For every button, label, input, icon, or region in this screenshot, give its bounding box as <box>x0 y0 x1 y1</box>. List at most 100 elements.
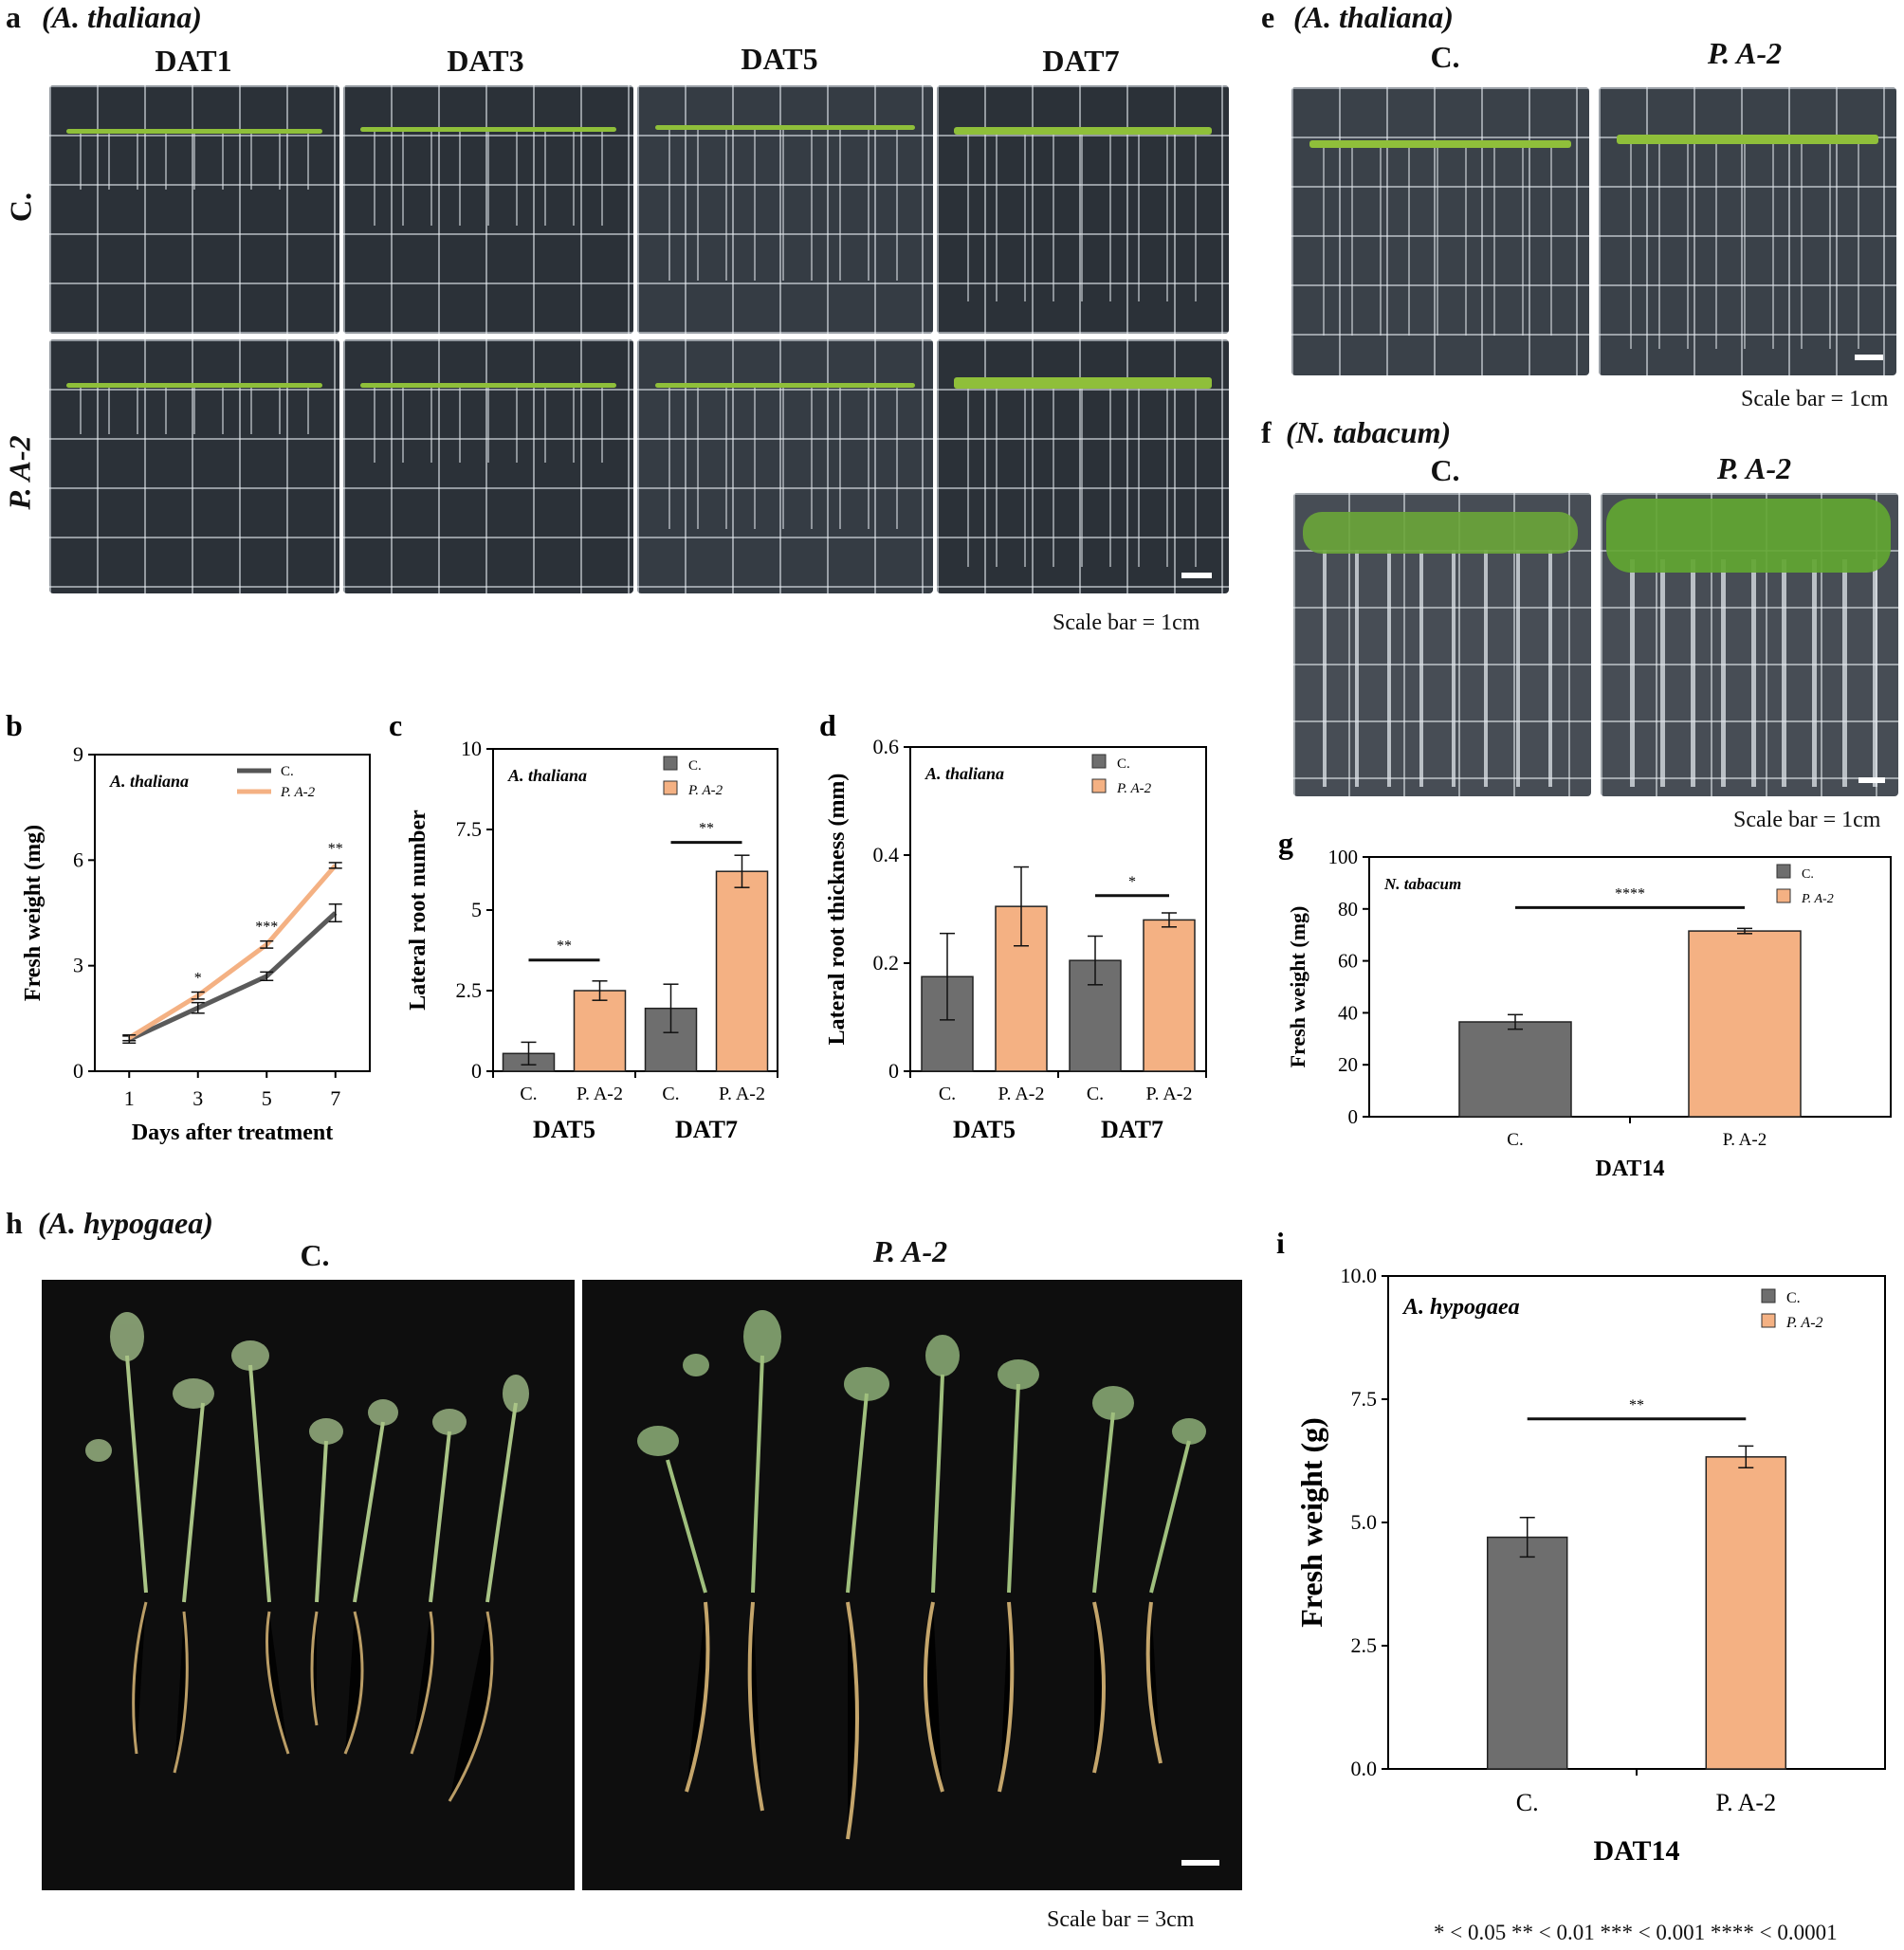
x-tick-label: C. <box>1516 1789 1539 1816</box>
y-axis-label: Fresh weight (mg) <box>1286 906 1309 1068</box>
x-tick-label: C. <box>1087 1084 1104 1104</box>
plate-photo-c-dat1 <box>49 85 339 334</box>
y-tick-label: 0.0 <box>1351 1757 1378 1780</box>
panel-letter-e: e <box>1261 0 1275 34</box>
bar <box>715 870 769 1072</box>
group-label: DAT7 <box>1101 1116 1163 1143</box>
y-tick-label: 2.5 <box>456 978 483 1002</box>
y-tick-label: 10.0 <box>1341 1264 1378 1287</box>
y-tick-label: 80 <box>1338 898 1358 920</box>
group-label: DAT5 <box>533 1116 595 1143</box>
panel-a-col-header: DAT1 <box>155 44 232 78</box>
significance-mark: *** <box>255 920 278 936</box>
legend-swatch <box>663 780 678 795</box>
significance-mark: * <box>194 971 202 987</box>
bar <box>1143 919 1196 1072</box>
species-annotation: A. thaliana <box>109 772 189 791</box>
plate-photo-f-pa2 <box>1601 493 1898 796</box>
panel-letter-b: b <box>6 708 23 742</box>
panel-a-row-label: P. A-2 <box>2 435 37 510</box>
panel-e-scale-text: Scale bar = 1cm <box>1741 387 1889 411</box>
x-tick-label: P. A-2 <box>998 1084 1045 1104</box>
panel-e-species: (A. thaliana) <box>1293 0 1454 34</box>
bar <box>1688 930 1802 1118</box>
plate-photo-pa2-dat1 <box>49 339 339 593</box>
significance-mark: ** <box>328 841 343 857</box>
x-tick-label: P. A-2 <box>719 1084 765 1104</box>
x-tick-label: C. <box>662 1084 679 1104</box>
peanut-photo-treated <box>582 1280 1242 1890</box>
legend-swatch <box>1776 864 1791 879</box>
plate-photo-c-dat5 <box>637 85 933 334</box>
significance-mark: * <box>1128 874 1136 890</box>
y-tick-label: 7.5 <box>456 817 483 841</box>
x-tick-label: P. A-2 <box>577 1084 623 1104</box>
y-tick-label: 60 <box>1338 950 1358 973</box>
y-tick-label: 3 <box>73 954 83 977</box>
legend-label: P. A-2 <box>687 783 723 798</box>
y-axis-label: Fresh weight (g) <box>1294 1417 1328 1628</box>
bar <box>573 990 627 1072</box>
bar-chart-d: d 0 0.2 0.4 0.6 Lateral root thickness (mm) A.… <box>819 708 1207 1143</box>
panel-a-scale-text: Scale bar = 1cm <box>1053 611 1200 635</box>
y-tick-label: 5.0 <box>1351 1510 1378 1534</box>
panel-f-col-header: C. <box>1430 453 1460 487</box>
scale-bar <box>1181 1860 1219 1866</box>
panel-h-species: (A. hypogaea) <box>38 1206 213 1240</box>
series-line <box>128 911 338 1042</box>
legend-swatch <box>1761 1313 1776 1328</box>
y-tick-label: 0 <box>471 1059 482 1083</box>
group-label: DAT7 <box>675 1116 738 1143</box>
species-annotation: A. thaliana <box>507 766 587 785</box>
group-label: DAT5 <box>953 1116 1016 1143</box>
bar-chart-i: i 0.0 2.5 5.0 7.5 10.0 Fresh weight (g) A. hypo… <box>1276 1226 1886 1867</box>
x-tick-label: P. A-2 <box>1146 1084 1193 1104</box>
panel-letter-i: i <box>1276 1226 1285 1260</box>
x-tick-label: 7 <box>330 1086 340 1110</box>
plate-photo-pa2-dat5 <box>637 339 933 593</box>
plate-photo-c-dat3 <box>343 85 633 334</box>
plate-photo-f-c <box>1293 493 1591 796</box>
plate-photo-pa2-dat3 <box>343 339 633 593</box>
y-tick-label: 6 <box>73 847 83 871</box>
bar <box>1705 1456 1787 1770</box>
panel-f-col-header: P. A-2 <box>1716 451 1792 485</box>
plate-photo-e-c <box>1291 87 1589 375</box>
bar <box>1486 1536 1568 1770</box>
panel-letter-h: h <box>6 1206 23 1240</box>
panel-a-col-header: DAT5 <box>741 42 818 76</box>
legend-label: P. A-2 <box>280 785 316 800</box>
panel-h-scale-text: Scale bar = 3cm <box>1047 1907 1195 1932</box>
peanut-photo-control <box>42 1280 575 1890</box>
y-tick-label: 2.5 <box>1351 1633 1378 1657</box>
panel-a-col-header: DAT7 <box>1042 44 1120 78</box>
y-tick-label: 5 <box>471 898 482 921</box>
legend-swatch <box>1776 888 1791 903</box>
plate-photo-e-pa2 <box>1599 87 1896 375</box>
y-axis-label: Lateral root thickness (mm) <box>825 774 850 1046</box>
scale-bar <box>1855 355 1883 360</box>
significance-mark: ** <box>699 821 714 837</box>
legend-swatch <box>1091 778 1107 793</box>
legend-label: C. <box>1802 867 1814 882</box>
bar <box>1458 1021 1572 1118</box>
y-tick-label: 40 <box>1338 1001 1358 1024</box>
y-tick-label: 10 <box>461 737 482 760</box>
significance-footnote: * < 0.05 ** < 0.01 *** < 0.001 **** < 0.… <box>1434 1921 1838 1944</box>
legend-label: C. <box>1117 756 1130 772</box>
x-tick-label: C. <box>1507 1130 1523 1150</box>
panel-f-scale-text: Scale bar = 1cm <box>1733 808 1881 832</box>
scale-bar <box>1181 573 1212 578</box>
plot-frame <box>94 754 371 1072</box>
species-annotation: A. hypogaea <box>1401 1295 1520 1320</box>
line-chart-b: b 0 3 6 9 Fresh weight (mg) A. thaliana C. P. A-… <box>6 708 371 1145</box>
y-tick-label: 100 <box>1328 846 1359 868</box>
legend-label: P. A-2 <box>1116 781 1152 796</box>
significance-mark: **** <box>1615 885 1645 902</box>
panel-a-row-label: C. <box>3 191 38 223</box>
species-annotation: A. thaliana <box>925 764 1004 783</box>
legend-label: C. <box>281 764 294 779</box>
plate-photo-pa2-dat7 <box>937 339 1229 593</box>
panel-letter-g: g <box>1278 826 1293 860</box>
y-tick-label: 0.4 <box>873 843 900 866</box>
